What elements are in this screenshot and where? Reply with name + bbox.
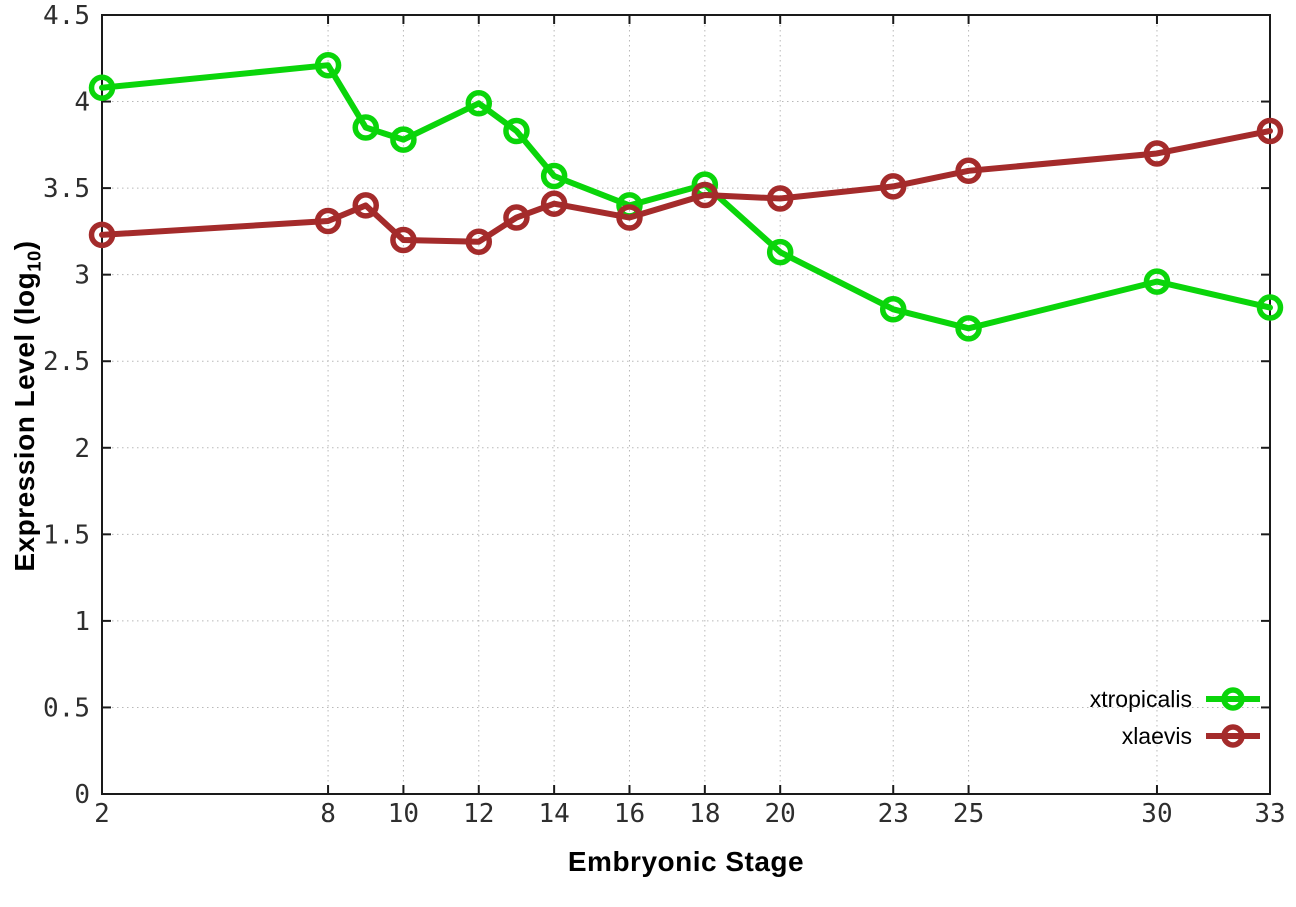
data-point-xlaevis — [503, 204, 530, 231]
data-point-xtropicalis — [352, 114, 379, 141]
y-tick-label: 2.5 — [43, 347, 90, 377]
data-point-xtropicalis — [766, 238, 794, 266]
data-point-xlaevis — [691, 181, 719, 209]
data-point-xlaevis — [1256, 117, 1284, 145]
data-point-xtropicalis — [879, 296, 907, 323]
x-tick-label: 8 — [320, 799, 336, 829]
data-point-xlaevis — [955, 157, 982, 185]
x-tick-label: 20 — [765, 799, 796, 829]
y-axis-label-text: Expression Level (log — [9, 271, 40, 572]
data-point-xlaevis — [540, 190, 568, 217]
y-tick-label: 0 — [74, 780, 90, 810]
data-point-xtropicalis — [465, 90, 493, 117]
y-tick-label: 4 — [74, 88, 90, 118]
data-point-xlaevis — [314, 207, 342, 235]
y-tick-label: 3.5 — [43, 174, 90, 204]
data-point-xtropicalis — [314, 51, 342, 79]
legend-label-xtropicalis: xtropicalis — [1089, 685, 1192, 712]
x-tick-label: 14 — [538, 799, 569, 829]
legend-item-xtropicalis: xtropicalis — [1090, 683, 1262, 715]
x-tick-label: 33 — [1254, 799, 1285, 829]
y-tick-label: 4.5 — [43, 1, 90, 31]
x-tick-label: 2 — [94, 799, 110, 829]
data-point-xtropicalis — [955, 315, 982, 342]
y-tick-label: 1.5 — [43, 520, 90, 550]
y-tick-label: 0.5 — [43, 693, 90, 723]
data-point-xlaevis — [1143, 140, 1171, 167]
y-axis-label: Expression Level (log10) — [9, 176, 45, 636]
legend-marker-xtropicalis-icon — [1206, 687, 1260, 711]
x-tick-label: 30 — [1141, 799, 1172, 829]
y-axis-label-subscript: 10 — [23, 250, 45, 272]
y-tick-label: 2 — [74, 434, 90, 464]
legend: xtropicalis xlaevis — [1090, 683, 1262, 752]
x-tick-label: 25 — [953, 799, 984, 829]
x-tick-label: 10 — [388, 799, 419, 829]
data-point-xlaevis — [352, 192, 379, 219]
x-tick-label: 23 — [878, 799, 909, 829]
data-point-xlaevis — [390, 226, 417, 254]
data-point-xlaevis — [879, 173, 907, 200]
data-point-xtropicalis — [88, 74, 116, 101]
data-point-xtropicalis — [390, 126, 417, 153]
legend-item-xlaevis: xlaevis — [1122, 720, 1262, 752]
x-tick-label: 16 — [614, 799, 645, 829]
legend-marker-xlaevis-icon — [1206, 724, 1260, 748]
data-point-xtropicalis — [540, 162, 568, 190]
data-point-xlaevis — [88, 221, 116, 249]
data-point-xtropicalis — [1256, 294, 1284, 321]
data-point-xtropicalis — [1143, 268, 1171, 295]
x-tick-label: 12 — [463, 799, 494, 829]
plot-border — [101, 14, 1271, 795]
data-point-xlaevis — [465, 228, 493, 256]
data-point-xtropicalis — [503, 117, 530, 145]
y-tick-label: 3 — [74, 261, 90, 291]
x-axis-label: Embryonic Stage — [567, 846, 805, 877]
y-axis-label-close: ) — [9, 240, 40, 251]
series-line-xlaevis — [99, 127, 1273, 245]
x-tick-label: 18 — [689, 799, 720, 829]
y-tick-label: 1 — [74, 607, 90, 637]
data-point-xlaevis — [766, 185, 794, 212]
legend-label-xlaevis: xlaevis — [1121, 722, 1192, 749]
data-point-xlaevis — [616, 204, 643, 231]
series-line-xtropicalis — [99, 62, 1273, 332]
